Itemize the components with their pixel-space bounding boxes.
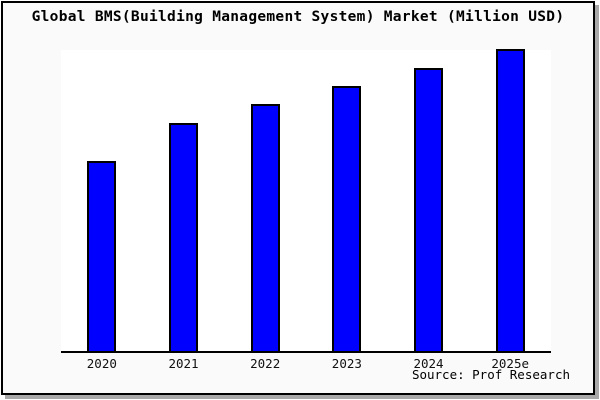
- bar-2024: [414, 68, 444, 351]
- x-tick-label: 2024: [413, 356, 444, 371]
- source-credit: Source: Prof Research: [411, 367, 570, 382]
- bar-slot: [469, 49, 551, 351]
- x-tick-label: 2021: [168, 356, 199, 371]
- chart-title: Global BMS(Building Management System) M…: [31, 9, 565, 25]
- x-tick-label: 2025e: [491, 356, 530, 371]
- bar-2023: [332, 86, 362, 351]
- x-axis-labels: 2020 2021 2022 2023 2024 2025e: [61, 356, 551, 371]
- bar-2022: [250, 104, 280, 351]
- x-tick-label: 2020: [86, 356, 117, 371]
- bar-slot: [388, 50, 470, 351]
- x-tick-label: 2022: [250, 356, 281, 371]
- bar-slot: [61, 50, 143, 351]
- plot-area: [61, 49, 551, 353]
- chart-frame: Global BMS(Building Management System) M…: [1, 1, 595, 395]
- bar-2020: [87, 161, 117, 351]
- bar-2025e: [495, 49, 525, 351]
- x-tick-label: 2023: [331, 356, 362, 371]
- bar-slot: [224, 50, 306, 351]
- bar-slot: [143, 50, 225, 351]
- bar-2021: [169, 123, 198, 351]
- bar-slot: [306, 50, 388, 351]
- bars-container: [61, 49, 551, 351]
